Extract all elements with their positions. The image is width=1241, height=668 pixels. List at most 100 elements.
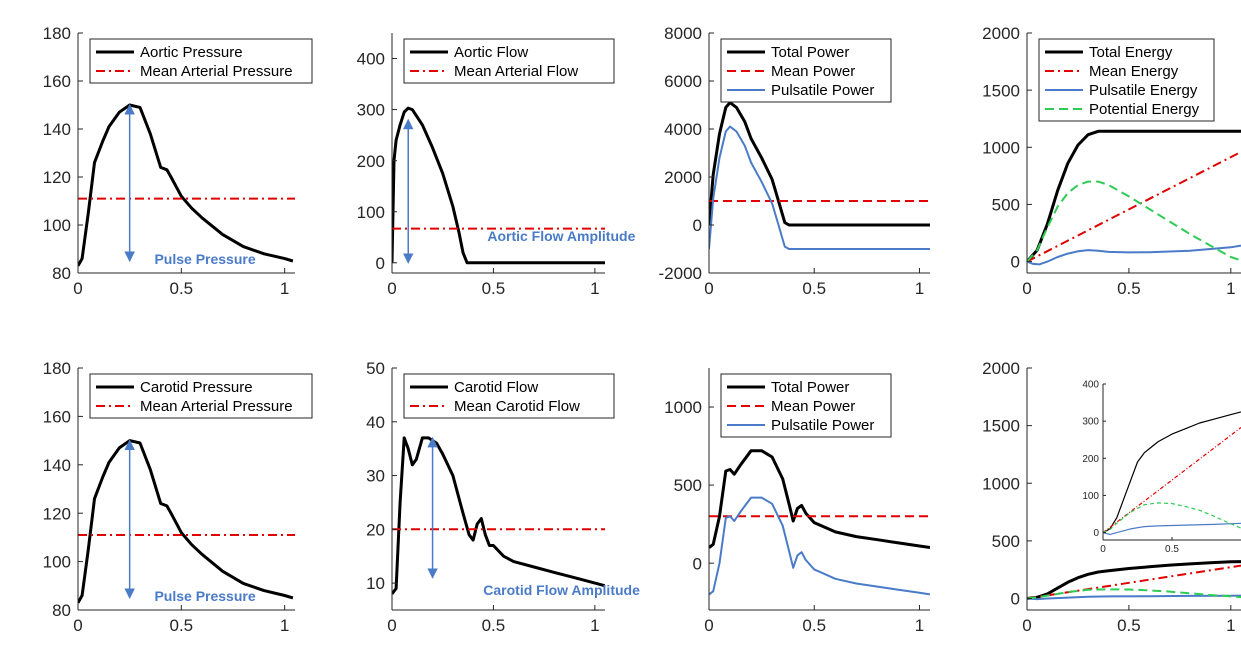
x-tick-label: 0 <box>387 279 396 298</box>
legend: Aortic Flow Mean Arterial Flow <box>403 38 615 84</box>
legend-entry: Mean Power <box>771 398 855 415</box>
legend-entry: Total Power <box>771 379 849 396</box>
series-line-2 <box>1027 151 1241 263</box>
y-tick-label: 0 <box>693 216 702 235</box>
legend-entry: Potential Energy <box>1089 101 1200 118</box>
y-tick-label: 500 <box>992 532 1020 551</box>
series-group <box>1027 560 1241 601</box>
y-tick-label: 1000 <box>982 138 1020 157</box>
x-tick-label: 0 <box>1100 544 1106 555</box>
x-tick-label: 0.5 <box>1117 616 1141 635</box>
y-tick-label: 100 <box>357 203 385 222</box>
series-line-3 <box>1027 244 1241 266</box>
legend-entry: Mean Arterial Pressure <box>140 63 293 80</box>
y-tick-label: 160 <box>43 408 71 427</box>
legend: Aortic Pressure Mean Arterial Pressure <box>89 38 313 84</box>
legend-entry: Aortic Flow <box>454 44 528 61</box>
legend: Carotid Pressure Mean Arterial Pressure <box>89 373 313 419</box>
x-tick-label: 0 <box>73 616 82 635</box>
y-tick-label: 1500 <box>982 417 1020 436</box>
y-tick-label: 200 <box>1082 454 1099 465</box>
series-line-1 <box>1027 560 1241 600</box>
series-line-3 <box>709 496 930 596</box>
legend-entry: Mean Energy <box>1089 63 1179 80</box>
y-tick-label: 100 <box>43 553 71 572</box>
series-line-1 <box>709 449 930 549</box>
y-tick-label: 1000 <box>982 474 1020 493</box>
x-tick-label: 0 <box>704 616 713 635</box>
x-tick-label: 0 <box>1022 279 1031 298</box>
x-tick-label: 0.5 <box>482 616 506 635</box>
y-tick-label: 120 <box>43 504 71 523</box>
legend-box <box>89 38 313 84</box>
chart-panel-4: 0 0.5 1 0 500 1000 1500 2000 Total Energy Mean En… <box>982 24 1241 298</box>
series-line-1 <box>78 439 294 604</box>
y-tick-label: 200 <box>357 152 385 171</box>
series-group <box>78 439 295 604</box>
y-tick-label: 100 <box>43 216 71 235</box>
legend-entry: Mean Arterial Pressure <box>140 398 293 415</box>
series-line-4 <box>1027 588 1241 600</box>
x-tick-label: 1 <box>915 616 924 635</box>
x-tick-label: 1 <box>1226 616 1235 635</box>
y-tick-label: 2000 <box>982 359 1020 378</box>
y-tick-label: 300 <box>1082 417 1099 428</box>
y-tick-label: 400 <box>357 50 385 69</box>
y-tick-label: 4000 <box>664 120 702 139</box>
legend-entry: Mean Power <box>771 63 855 80</box>
amplitude-label: Pulse Pressure <box>154 251 255 267</box>
series-group <box>1027 129 1241 266</box>
y-tick-label: 10 <box>366 574 385 593</box>
y-tick-label: 30 <box>366 467 385 486</box>
x-tick-label: 1 <box>915 279 924 298</box>
series-group <box>709 101 930 250</box>
series-line-1 <box>392 106 605 265</box>
legend-box <box>403 38 615 84</box>
legend: Total Energy Mean Energy Pulsatile Energy P… <box>1038 38 1215 122</box>
series-line-1 <box>1103 411 1241 534</box>
legend-entry: Carotid Pressure <box>140 379 253 396</box>
x-tick-label: 1 <box>590 616 599 635</box>
legend: Carotid Flow Mean Carotid Flow <box>403 373 615 419</box>
y-tick-label: 140 <box>43 456 71 475</box>
x-tick-label: 0.5 <box>1117 279 1141 298</box>
x-tick-label: 0 <box>73 279 82 298</box>
y-tick-label: 20 <box>366 520 385 539</box>
y-tick-label: 40 <box>366 413 385 432</box>
y-tick-label: 180 <box>43 24 71 43</box>
series-line-4 <box>1103 502 1241 534</box>
inset-chart: 0 0.5 0 100 200 300 400 <box>1082 380 1241 555</box>
legend-entry: Pulsatile Energy <box>1089 82 1198 99</box>
y-tick-label: 1000 <box>664 398 702 417</box>
series-group <box>709 449 930 596</box>
series-line-1 <box>1027 129 1241 263</box>
x-tick-label: 0 <box>387 616 396 635</box>
legend-entry: Mean Carotid Flow <box>454 398 580 415</box>
y-tick-label: 300 <box>357 101 385 120</box>
y-tick-label: 8000 <box>664 24 702 43</box>
y-tick-label: 400 <box>1082 380 1099 391</box>
legend-entry: Total Energy <box>1089 44 1173 61</box>
y-tick-label: 160 <box>43 72 71 91</box>
x-tick-label: 0 <box>1022 616 1031 635</box>
x-tick-label: 0.5 <box>170 279 194 298</box>
legend-entry: Total Power <box>771 44 849 61</box>
series-line-3 <box>709 125 930 250</box>
y-tick-label: 80 <box>52 264 71 283</box>
y-tick-label: 180 <box>43 359 71 378</box>
y-tick-label: 120 <box>43 168 71 187</box>
x-tick-label: 0.5 <box>1165 544 1179 555</box>
series-line-4 <box>1027 180 1241 263</box>
series-line-2 <box>1027 564 1241 600</box>
legend-box <box>403 373 615 419</box>
x-tick-label: 1 <box>1226 279 1235 298</box>
x-tick-label: 0.5 <box>170 616 194 635</box>
legend-entry: Pulsatile Power <box>771 417 874 434</box>
y-tick-label: 0 <box>1011 253 1020 272</box>
y-tick-label: 0 <box>1011 590 1020 609</box>
y-tick-label: 0 <box>1093 528 1099 539</box>
y-tick-label: 80 <box>52 601 71 620</box>
legend: Total Power Mean Power Pulsatile Power <box>720 38 892 103</box>
